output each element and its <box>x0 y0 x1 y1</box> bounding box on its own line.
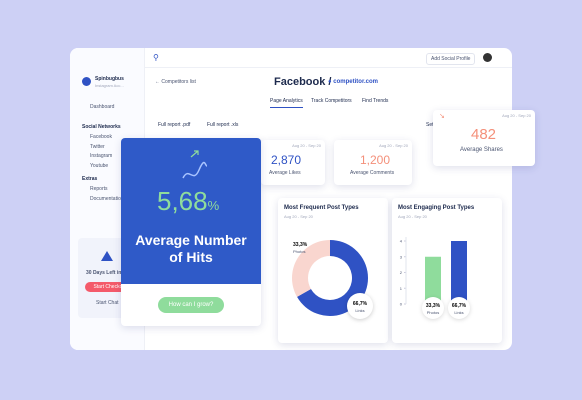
hits-label: Average Number of Hits <box>135 232 247 265</box>
chat-button[interactable]: Start Chat <box>96 300 119 306</box>
donut-title: Most Frequent Post Types <box>284 205 359 211</box>
action-button[interactable]: Full report .xls <box>207 122 239 128</box>
action-button[interactable]: Full report .pdf <box>158 122 191 128</box>
donut-slice <box>292 240 330 297</box>
nav-item[interactable]: Instagram <box>90 153 113 159</box>
bar-badge <box>422 297 444 319</box>
stat-card: ↘ Aug 20 - Sep 20 482 Average Shares <box>433 110 535 166</box>
bar-name: Links <box>454 310 463 315</box>
hits-card: 5,68% Average Number of Hits How can I g… <box>121 138 261 326</box>
add-profile-button[interactable]: Add Social Profile <box>426 53 476 65</box>
stat-value: 1,200 <box>360 153 391 167</box>
donut-date: Aug 20 - Sep 20 <box>284 214 313 219</box>
network-title: Facebook / <box>274 76 332 88</box>
slice-label: 33,3% <box>293 242 308 248</box>
brand: Spinbugbus <box>95 76 124 82</box>
donut-slice <box>297 240 368 316</box>
trial-icon <box>101 251 113 261</box>
back-text[interactable]: Competitors list <box>161 79 196 85</box>
stat-label: Average Shares <box>460 147 503 153</box>
charts: 66,7%Links33,3%Photos0123433,3%Photos66,… <box>292 237 470 319</box>
bar-badge <box>448 297 470 319</box>
checkout-button[interactable]: Start Checkout <box>85 282 135 292</box>
nav-item[interactable]: Dashboard <box>90 104 115 110</box>
account: Instagram Acc... <box>95 83 124 88</box>
links-badge <box>347 293 373 319</box>
stat-value: 2,870 <box>271 153 302 167</box>
hits-number: 5,68 <box>157 186 208 216</box>
nav-item[interactable]: Reports <box>90 186 108 192</box>
hits-value: 5,68% <box>157 186 219 217</box>
brand-logo <box>82 77 91 86</box>
search-icon[interactable]: ⚲ <box>153 53 159 62</box>
bar-name: Photos <box>427 310 439 315</box>
nav-item[interactable]: Twitter <box>90 143 105 150</box>
stat-date: Aug 20 - Sep 20 <box>502 113 531 118</box>
bar-card: Most Engaging Post Types Aug 20 - Sep 20 <box>392 198 502 343</box>
grow-button[interactable]: How can I grow? <box>158 297 224 313</box>
bar-caption: 33,3% <box>426 303 441 309</box>
tab[interactable]: Track Competitors <box>311 98 352 104</box>
bar <box>425 256 441 304</box>
bar-caption: 66,7% <box>452 303 467 309</box>
slice-name: Links <box>355 308 364 313</box>
avatar[interactable] <box>483 53 492 62</box>
y-tick-label: 2 <box>400 270 403 275</box>
site-title: ● competitor.com <box>328 79 378 85</box>
nav-item[interactable]: Facebook <box>90 134 112 140</box>
action-button[interactable]: Set <box>426 122 434 128</box>
stat-card: Aug 20 - Sep 20 2,870 Average Likes <box>261 140 325 185</box>
tab[interactable]: Page Analytics <box>270 98 303 108</box>
nav-item[interactable]: Youtube <box>90 162 109 169</box>
back-link[interactable]: ← Competitors list <box>155 79 196 85</box>
divider <box>145 67 512 68</box>
hits-icon <box>182 150 208 179</box>
y-tick-label: 0 <box>400 302 403 307</box>
slice-name: Photos <box>293 249 305 254</box>
hits-unit: % <box>207 198 220 213</box>
stat-value: 482 <box>471 126 497 143</box>
hits-panel <box>121 138 261 284</box>
nav-section-title: Social Networks <box>82 124 121 130</box>
stat-label: Average Likes <box>269 170 301 176</box>
stat-card: Aug 20 - Sep 20 1,200 Average Comments <box>334 140 412 185</box>
site: competitor.com <box>333 79 378 85</box>
nav-item[interactable]: Documentation <box>90 195 124 202</box>
stat-date: Aug 20 - Sep 20 <box>292 143 321 148</box>
stat-label: Average Comments <box>350 170 395 176</box>
y-tick-label: 4 <box>400 239 403 244</box>
y-tick-label: 3 <box>400 254 403 259</box>
trend-icon: ↘ <box>439 113 445 120</box>
trial-text: 30 Days Left in T... <box>86 270 130 276</box>
bar <box>451 241 467 304</box>
y-tick-label: 1 <box>400 286 403 291</box>
bar-title: Most Engaging Post Types <box>398 205 475 211</box>
nav-section-title: Extras <box>82 176 98 182</box>
bar-date: Aug 20 - Sep 20 <box>398 214 427 219</box>
stat-date: Aug 20 - Sep 20 <box>379 143 408 148</box>
tab[interactable]: Find Trends <box>362 98 389 104</box>
slice-label: 66,7% <box>353 301 368 307</box>
